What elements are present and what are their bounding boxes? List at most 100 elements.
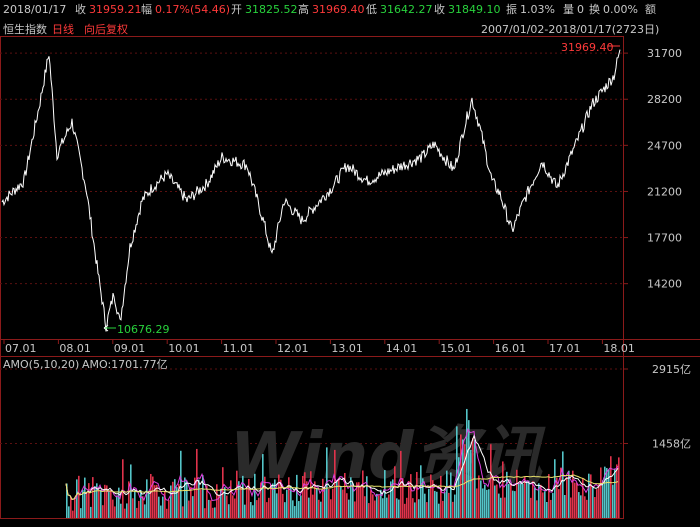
volume-bar (214, 507, 216, 518)
volume-bar (180, 450, 182, 518)
volume-bar (184, 477, 186, 518)
volume-bar (458, 457, 460, 518)
volume-bar (398, 499, 400, 518)
volume-bar (446, 470, 448, 518)
volume-bar (460, 434, 462, 518)
volume-bar (118, 487, 120, 518)
volume-bar (492, 475, 494, 518)
volume-bar (524, 476, 526, 518)
price-tick-label: 21200 (647, 185, 682, 198)
volume-bar (142, 496, 144, 518)
volume-bar (384, 470, 386, 518)
price-tick-label: 31700 (647, 47, 682, 60)
volume-bar (560, 467, 562, 518)
volume-bar (258, 497, 260, 518)
volume-bar (80, 508, 82, 518)
volume-bar (468, 420, 470, 518)
volume-bar (240, 486, 242, 518)
close-value: 31959.21 (89, 3, 142, 16)
volume-bar (596, 489, 598, 518)
volume-indicator-label[interactable]: AMO(5,10,20) (3, 358, 79, 371)
volume-bar (406, 497, 408, 518)
adjust-selector[interactable]: 向后复权 (84, 23, 128, 36)
volume-bar (190, 486, 192, 518)
price-tick-label: 14200 (647, 278, 682, 291)
price-line-series (1, 49, 621, 332)
volume-bar (594, 497, 596, 518)
volume-bar (388, 494, 390, 518)
volume-bar (294, 506, 296, 518)
volume-bar (116, 495, 118, 518)
quote-date: 2018/01/17 (3, 3, 67, 16)
volume-bar (96, 483, 98, 518)
price-tick-label: 24700 (647, 139, 682, 152)
volume-bar (76, 479, 78, 518)
volume-bar (478, 475, 480, 518)
volume-bar (254, 473, 256, 518)
volume-bar (444, 492, 446, 518)
volume-bar (218, 494, 220, 518)
date-tick-label: 10.01 (168, 342, 200, 355)
date-axis: 07.01 08.01 09.01 10.01 11.01 12.01 13.01 14.01… (3, 339, 635, 355)
volume-y-axis: 2915亿 1458亿 (623, 363, 691, 450)
volume-bar (276, 493, 278, 518)
volume-bar (350, 477, 352, 518)
volume-bar (436, 491, 438, 518)
volume-bar (540, 484, 542, 518)
volume-bar (550, 499, 552, 518)
volume-bar (312, 494, 314, 518)
volume-bar (454, 494, 456, 518)
volume-bar (570, 497, 572, 518)
volume-bar (272, 483, 274, 518)
volume-bar (440, 475, 442, 518)
volume-bar (320, 501, 322, 518)
volume-bar (156, 484, 158, 518)
volume-bar (98, 489, 100, 518)
volume-bar (74, 497, 76, 518)
volume-bar (448, 492, 450, 518)
date-tick-label: 14.01 (386, 342, 418, 355)
volume-bar (606, 468, 608, 518)
volume-bar (618, 457, 620, 518)
volume-bar (404, 503, 406, 518)
volume-bar (340, 486, 342, 518)
volume-bar (138, 500, 140, 518)
low-marker-arrowhead (103, 324, 109, 332)
index-name[interactable]: 恒生指数 (3, 23, 47, 36)
volume-bar (370, 490, 372, 518)
volume-bar (566, 476, 568, 518)
price-tick-label: 28200 (647, 93, 682, 106)
volume-bar (562, 451, 564, 518)
volume-bar (286, 489, 288, 518)
volume-bar (534, 487, 536, 518)
volume-bar (228, 504, 230, 518)
volume-bar (394, 466, 396, 518)
volume-bar (604, 466, 606, 518)
volume-bars (66, 408, 620, 518)
volume-bar (530, 497, 532, 518)
volume-bar (442, 500, 444, 518)
volume-grid (0, 368, 623, 444)
volume-bar (610, 456, 612, 518)
volume-bar (298, 501, 300, 518)
period-selector[interactable]: 日线 (52, 23, 74, 36)
volume-bar (220, 488, 222, 518)
volume-bar (504, 497, 506, 518)
volume-bar (200, 489, 202, 518)
volume-bar (514, 491, 516, 518)
volume-bar (584, 496, 586, 518)
chart-header: 恒生指数 日线 向后复权 2007/01/02-2018/01/17(2723日… (0, 18, 700, 36)
volume-bar (78, 475, 80, 518)
volume-bar (410, 474, 412, 518)
volume-bar (408, 480, 410, 518)
volume-bar (602, 480, 604, 518)
volume-bar (498, 493, 500, 518)
volume-bar (290, 485, 292, 518)
volume-ma-line (65, 474, 619, 500)
volume-bar (300, 495, 302, 518)
volume-bar (368, 503, 370, 518)
volume-bar (420, 465, 422, 518)
volume-bar (376, 493, 378, 518)
volume-bar (148, 492, 150, 518)
